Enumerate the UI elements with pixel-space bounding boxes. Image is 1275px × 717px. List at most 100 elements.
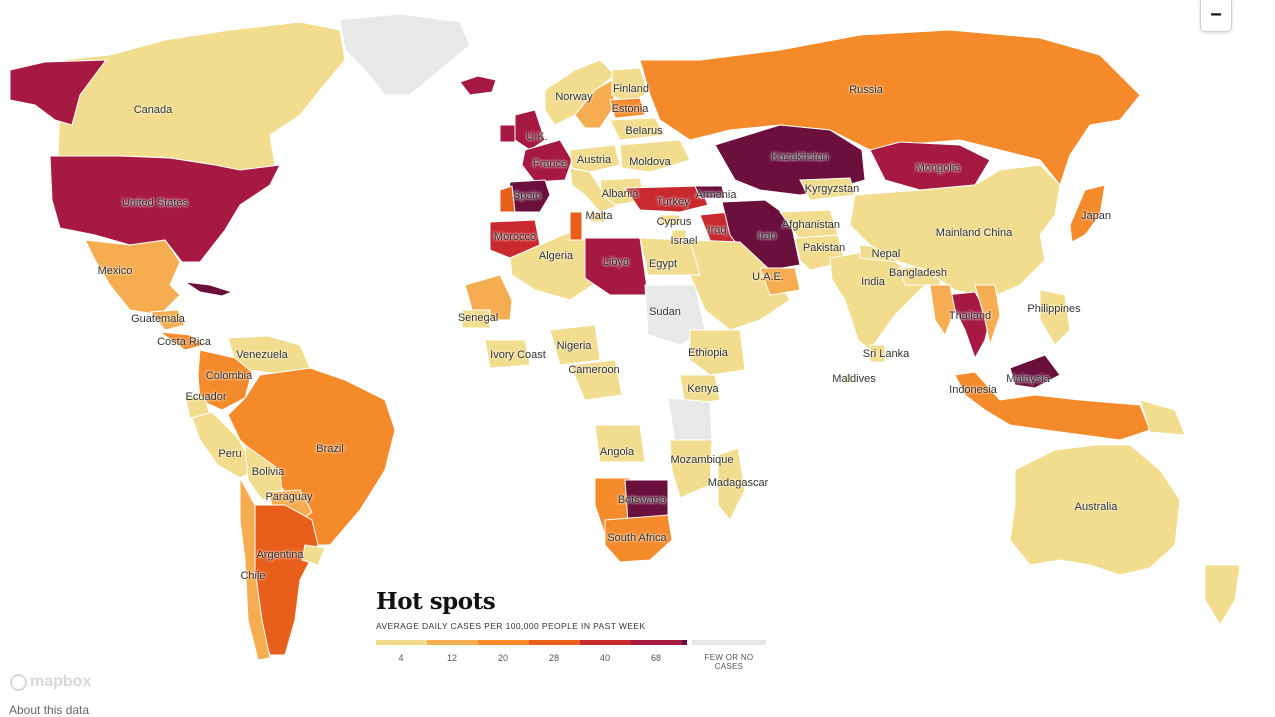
country-cuba[interactable] [184,281,234,297]
country-label-australia: Australia [1074,501,1118,513]
legend-color-scale [376,640,687,645]
country-label-norway: Norway [555,91,593,103]
country-moldova[interactable] [619,139,691,173]
country-cameroon[interactable] [569,359,623,401]
country-label-malaysia: Malaysia [1006,373,1050,385]
country-label-turkey: Turkey [656,196,690,208]
country-label-pakistan: Pakistan [802,242,846,254]
legend-no-cases-swatch [692,640,766,645]
country-belarus[interactable] [609,117,666,141]
country-guatemala[interactable] [148,309,186,331]
country-mexico[interactable] [84,239,181,316]
legend-swatch-3 [478,640,529,645]
country-ireland[interactable] [499,124,516,143]
country-libya[interactable] [584,237,649,296]
country-u-a-e[interactable] [759,267,801,296]
country-maldives[interactable] [844,373,853,383]
country-label-paraguay: Paraguay [265,491,313,503]
country-ivory-coast[interactable] [484,339,531,369]
country-label-belarus: Belarus [625,125,663,137]
country-south-africa[interactable] [604,514,673,563]
country-angola[interactable] [594,424,646,463]
mapbox-logo[interactable]: mapbox [10,673,91,691]
country-malaysia[interactable] [1009,354,1061,389]
country-thailand[interactable] [944,291,991,360]
country-papua-new-guinea[interactable] [1139,399,1186,436]
country-norway[interactable] [544,59,616,126]
country-u-k[interactable] [514,109,546,151]
country-ethiopia[interactable] [689,329,746,376]
country-nigeria[interactable] [549,324,601,366]
legend-swatch-4 [529,640,580,645]
country-label-philippines: Philippines [1027,303,1081,315]
country-mainland-china[interactable] [849,164,1061,299]
country-label-egypt: Egypt [648,258,678,270]
country-label-peru: Peru [218,448,242,460]
country-label-kenya: Kenya [687,383,719,395]
country-label-india: India [861,276,885,288]
country-cyprus[interactable] [659,214,681,226]
country-costa-rica[interactable] [158,331,207,351]
mapbox-logo-icon [10,673,27,691]
country-iceland[interactable] [459,75,497,96]
country-label-mexico: Mexico [97,265,133,277]
country-label-canada: Canada [133,104,173,116]
country-sri-lanka[interactable] [869,344,886,363]
country-chile[interactable] [239,476,271,661]
country-senegal[interactable] [461,309,491,329]
country-vietnam[interactable] [974,284,1001,347]
country-label-armenia: Armenia [695,189,737,201]
country-armenia[interactable] [694,185,726,199]
country-label-finland: Finland [612,83,650,95]
country-indonesia[interactable] [954,371,1151,441]
country-label-morocco: Morocco [493,231,537,243]
country-mozambique[interactable] [669,439,713,499]
country-tunisia[interactable] [569,211,583,241]
country-label-bolivia: Bolivia [251,466,285,478]
country-label-austria: Austria [576,154,612,166]
country-italy[interactable] [569,167,622,213]
country-philippines[interactable] [1039,289,1071,346]
country-label-bangladesh: Bangladesh [888,267,948,279]
country-label-madagascar: Madagascar [707,477,769,489]
legend-tick: 28 [548,653,560,663]
country-label-costa-rica: Costa Rica [157,336,211,348]
country-label-algeria: Algeria [538,250,574,262]
country-france[interactable] [521,139,573,183]
country-label-sri-lanka: Sri Lanka [862,348,910,360]
about-data-link[interactable]: About this data [9,703,90,717]
country-portugal[interactable] [499,185,516,213]
country-estonia[interactable] [609,97,646,119]
country-new-zealand[interactable] [1204,564,1241,626]
country-label-indonesia: Indonesia [949,384,997,396]
legend-tick: 4 [398,653,404,663]
country-greenland[interactable] [339,13,471,96]
country-malta[interactable] [589,211,606,223]
country-label-nigeria: Nigeria [556,340,592,352]
country-japan[interactable] [1069,184,1106,243]
country-label-israel: Israel [670,235,698,247]
zoom-out-button[interactable]: − [1200,0,1232,32]
country-united-states[interactable] [49,155,281,263]
country-label-venezuela: Venezuela [236,349,288,361]
country-tanzania[interactable] [667,397,713,443]
country-label-iraq: Iraq [707,224,727,236]
country-austria[interactable] [569,144,621,173]
country-alaska[interactable] [9,59,108,126]
country-australia[interactable] [1009,444,1181,576]
country-label-kazakhstan: Kazakhstan [771,151,829,163]
country-kenya[interactable] [679,374,721,406]
country-myanmar[interactable] [929,284,956,337]
country-mongolia[interactable] [869,141,991,191]
country-label-estonia: Estonia [611,103,649,115]
country-label-maldives: Maldives [832,373,876,385]
legend-tick: 40 [599,653,611,663]
country-madagascar[interactable] [717,447,746,521]
country-russia[interactable] [639,29,1141,187]
country-uruguay[interactable] [301,544,326,566]
country-colombia[interactable] [197,349,253,411]
country-turkey[interactable] [624,185,709,213]
country-egypt[interactable] [639,237,701,276]
legend-tick: 20 [497,653,509,663]
